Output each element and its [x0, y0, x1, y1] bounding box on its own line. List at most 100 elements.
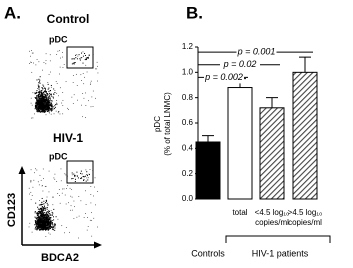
event-dot — [29, 193, 30, 195]
event-dot — [65, 81, 67, 83]
event-dot — [45, 227, 47, 229]
event-dot — [45, 104, 47, 106]
event-dot — [46, 214, 48, 216]
event-dot — [38, 204, 40, 206]
event-dot — [79, 58, 81, 60]
event-dot — [40, 90, 42, 92]
event-dot — [51, 214, 53, 216]
event-dot — [61, 102, 63, 104]
event-dot — [37, 106, 39, 108]
event-dot — [88, 174, 90, 176]
event-dot — [42, 208, 44, 210]
event-dot — [54, 224, 56, 226]
event-dot — [48, 112, 50, 114]
event-dot — [45, 114, 47, 116]
event-dot — [43, 103, 45, 105]
event-dot — [85, 117, 86, 118]
event-dot — [90, 106, 92, 108]
event-dot — [47, 107, 49, 109]
event-dot — [88, 54, 90, 56]
event-dot — [33, 113, 35, 115]
event-dot — [42, 84, 44, 86]
event-dot — [38, 78, 40, 80]
gate — [66, 46, 94, 69]
event-dot — [41, 94, 43, 96]
event-dot — [41, 224, 43, 226]
event-dot — [85, 180, 87, 182]
event-dot — [49, 94, 51, 96]
event-dot — [60, 180, 62, 182]
bar — [259, 107, 285, 200]
event-dot — [49, 224, 51, 226]
event-dot — [50, 222, 52, 224]
event-dot — [49, 97, 51, 99]
event-dot — [38, 211, 40, 213]
event-dot — [46, 103, 48, 105]
event-dot — [95, 68, 96, 70]
event-dot — [45, 102, 47, 104]
event-dot — [54, 178, 56, 180]
event-dot — [41, 227, 43, 229]
event-dot — [47, 101, 49, 103]
event-dot — [38, 219, 40, 221]
event-dot — [66, 188, 67, 189]
event-dot — [39, 96, 41, 98]
event-dot — [44, 209, 46, 211]
event-dot — [42, 226, 44, 228]
event-dot — [83, 179, 85, 181]
event-dot — [91, 96, 93, 98]
event-dot — [40, 103, 42, 105]
event-dot — [35, 103, 37, 105]
event-dot — [87, 57, 89, 59]
y-axis-label: (% of total LNMC) — [163, 92, 172, 156]
event-dot — [34, 211, 36, 213]
event-dot — [45, 216, 47, 218]
event-dot — [38, 225, 40, 227]
event-dot — [37, 181, 39, 183]
event-dot — [47, 212, 49, 214]
event-dot — [39, 226, 41, 228]
label-bg — [204, 71, 244, 84]
event-dot — [47, 229, 49, 231]
arrow-head — [94, 241, 102, 249]
event-dot — [47, 218, 49, 220]
event-dot — [38, 88, 40, 90]
event-dot — [87, 217, 88, 218]
event-dot — [43, 106, 45, 108]
event-dot — [45, 53, 47, 55]
event-dot — [39, 208, 41, 210]
event-dot — [47, 217, 49, 219]
event-dot — [50, 104, 52, 106]
event-dot — [64, 173, 66, 175]
event-dot — [76, 54, 78, 56]
event-dot — [48, 95, 50, 97]
event-dot — [44, 206, 45, 207]
event-dot — [38, 108, 40, 110]
event-dot — [40, 228, 42, 230]
event-dot — [84, 54, 86, 56]
event-dot — [36, 99, 38, 101]
event-dot — [47, 214, 49, 216]
event-dot — [39, 221, 41, 223]
event-dot — [32, 117, 34, 119]
event-dot — [70, 195, 72, 197]
event-dot — [51, 104, 53, 106]
event-dot — [42, 218, 44, 220]
event-dot — [54, 108, 56, 110]
event-dot — [39, 200, 40, 201]
event-dot — [39, 222, 41, 224]
event-dot — [51, 107, 53, 109]
event-dot — [76, 216, 78, 218]
event-dot — [82, 73, 84, 75]
event-dot — [65, 174, 67, 176]
event-dot — [45, 60, 47, 62]
event-dot — [69, 231, 70, 233]
event-dot — [35, 101, 37, 103]
event-dot — [49, 214, 51, 216]
event-dot — [48, 226, 50, 228]
event-dot — [41, 102, 43, 104]
event-dot — [39, 101, 41, 103]
event-dot — [46, 110, 48, 112]
event-dot — [94, 186, 95, 188]
event-dot — [56, 92, 58, 94]
